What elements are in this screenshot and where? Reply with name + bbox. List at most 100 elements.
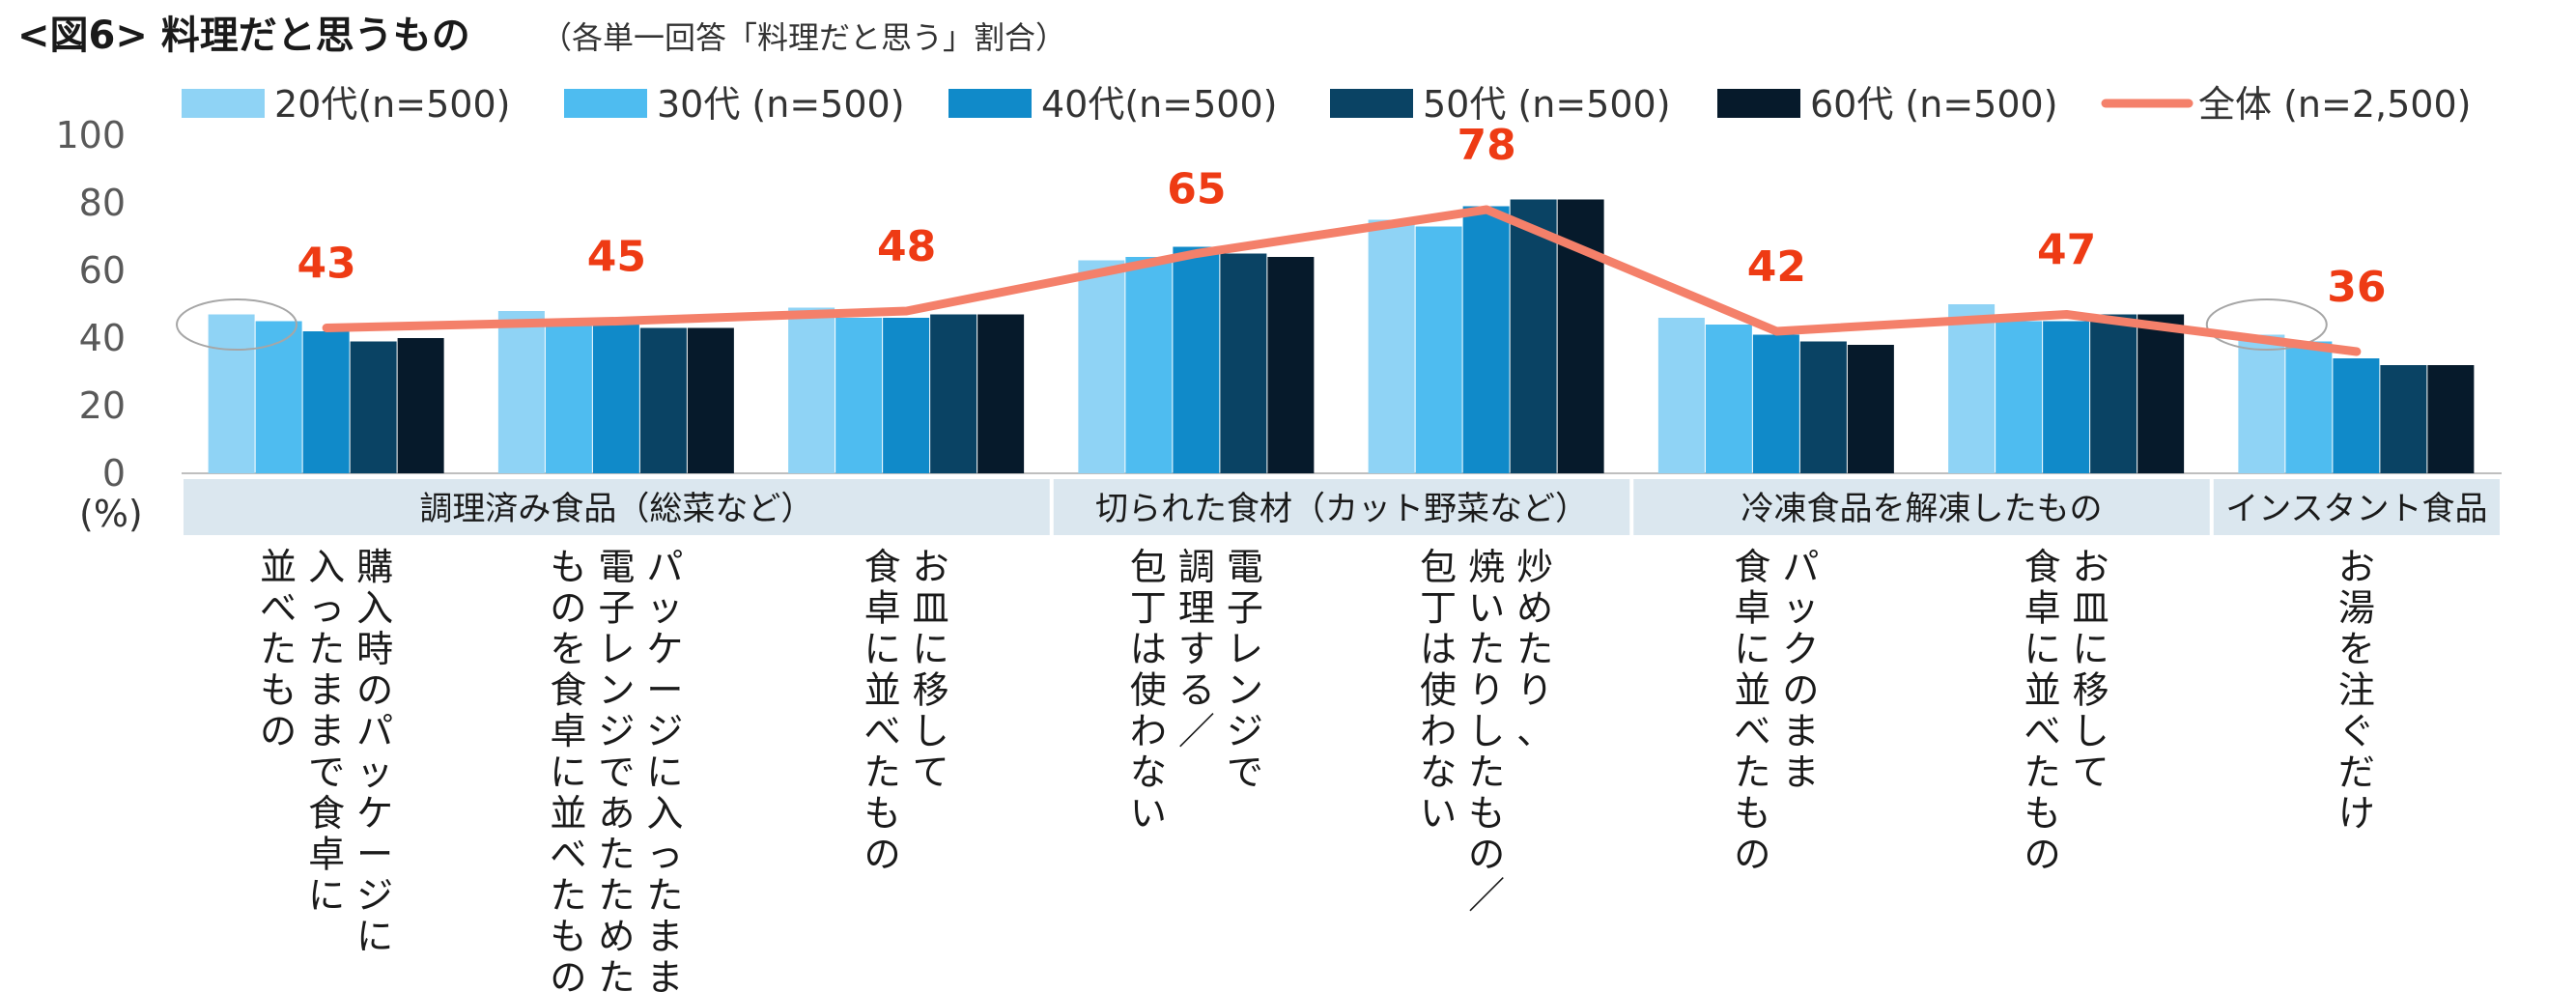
category-label-column: 入ったままで食卓に — [308, 546, 345, 917]
bar — [208, 314, 255, 473]
bar — [545, 325, 592, 473]
bar — [1173, 246, 1220, 473]
bar — [1078, 260, 1125, 473]
bar — [2090, 314, 2137, 473]
legend-swatch — [1717, 89, 1800, 118]
total-data-label: 48 — [877, 222, 936, 271]
bar — [687, 327, 734, 473]
bar — [1948, 304, 1996, 473]
highlight-ellipse — [2205, 298, 2328, 351]
total-data-label: 65 — [1167, 165, 1226, 214]
category-label-column: 並べたもの — [260, 546, 297, 752]
legend-label: 20代(n=500) — [274, 83, 510, 126]
bar — [2137, 314, 2185, 473]
category-label-column: 食卓に並べたもの — [864, 546, 901, 876]
bar — [2427, 365, 2475, 473]
total-line: 43 45 48 65 78 42 47 36 — [297, 121, 2386, 356]
bar — [1752, 334, 1799, 473]
bar — [883, 318, 930, 473]
legend-swatch — [182, 89, 265, 118]
highlight-ellipses — [176, 298, 2328, 351]
category-label-column: 包丁は使わない — [1420, 546, 1457, 835]
legend-label: 30代 (n=500) — [657, 83, 905, 126]
bar — [1125, 257, 1173, 473]
group-band — [184, 479, 1050, 535]
legend-swatch — [948, 89, 1032, 118]
bar — [2333, 358, 2380, 473]
bar — [1267, 257, 1315, 473]
bar — [2380, 365, 2427, 473]
bar — [639, 327, 687, 473]
y-tick-label: 60 — [79, 249, 126, 292]
bar — [1799, 341, 1847, 473]
category-label-column: お湯を注ぐだけ — [2338, 546, 2375, 835]
category-label-column: 食卓に並べたもの — [2024, 546, 2061, 876]
group-label: 切られた食材（カット野菜など） — [1095, 490, 1588, 528]
legend-label: 40代(n=500) — [1041, 83, 1277, 126]
category-labels: 購入時のパッケージに入ったままで食卓に並べたものパッケージに入ったまま、電子レン… — [260, 546, 2375, 992]
group-label: 調理済み食品（総菜など） — [419, 490, 813, 528]
bar — [397, 338, 444, 473]
legend-swatch — [1330, 89, 1413, 118]
total-data-label: 78 — [1458, 121, 1516, 170]
y-tick-label: 0 — [102, 452, 126, 495]
group-label: 冷凍食品を解凍したもの — [1741, 490, 2103, 528]
category-label-column: ものを食卓に並べたもの — [550, 546, 586, 992]
category-label-column: パッケージに入ったまま、 — [646, 546, 683, 992]
legend-label: 全体 (n=2,500) — [2198, 83, 2471, 126]
bar — [1220, 253, 1267, 473]
category-label-column: お皿に移して — [2073, 546, 2109, 794]
bar — [2285, 341, 2333, 473]
total-data-label: 45 — [587, 233, 646, 282]
category-label-column: 焼いたりしたもの／ — [1468, 546, 1505, 917]
total-data-label: 36 — [2327, 263, 2386, 312]
category-label-column: 包丁は使わない — [1130, 546, 1167, 835]
bars — [208, 199, 2475, 473]
category-label-column: お皿に移して — [913, 546, 949, 794]
group-label: インスタント食品 — [2225, 490, 2487, 528]
highlight-ellipse — [176, 298, 298, 351]
total-series-line — [322, 205, 2362, 356]
category-label-column: パックのまま — [1782, 546, 1819, 794]
bar — [255, 321, 302, 473]
bar — [350, 341, 397, 473]
bar — [835, 318, 883, 473]
category-label-column: 電子レンジで — [1227, 546, 1263, 794]
legend-label: 50代 (n=500) — [1423, 83, 1671, 126]
bar — [302, 331, 350, 473]
group-band — [1633, 479, 2210, 535]
bar — [1510, 199, 1557, 473]
y-tick-label: 80 — [79, 182, 126, 224]
axes: 0 20 40 60 80 100 — [55, 114, 2502, 495]
total-data-label: 43 — [297, 240, 356, 289]
category-label-column: 電子レンジであたためた — [598, 546, 635, 992]
bar — [1657, 318, 1705, 473]
category-label-column: 炒めたり、 — [1516, 546, 1553, 752]
y-tick-label: 40 — [79, 317, 126, 359]
legend-label: 60代 (n=500) — [1810, 83, 2058, 126]
y-axis-unit: (%) — [79, 493, 143, 535]
bar — [2238, 334, 2285, 473]
category-label-column: 食卓に並べたもの — [1734, 546, 1770, 876]
category-label-column: 購入時のパッケージに — [356, 546, 393, 958]
bar — [1847, 345, 1894, 473]
bar — [1996, 321, 2043, 473]
bar — [497, 311, 545, 473]
bar — [1705, 325, 1752, 473]
group-band — [1053, 479, 1630, 535]
legend-swatch — [564, 89, 647, 118]
bar — [2043, 321, 2090, 473]
total-data-label: 42 — [1747, 242, 1806, 292]
total-data-label: 47 — [2037, 226, 2096, 275]
bar — [788, 307, 835, 473]
chart-title: <図6> 料理だと思うもの — [17, 14, 470, 58]
legend: 20代(n=500) 30代 (n=500) 40代(n=500) 50代 (n=50… — [182, 83, 2471, 126]
bar — [1368, 219, 1415, 473]
category-groups: 調理済み食品（総菜など） 切られた食材（カット野菜など） 冷凍食品を解凍したもの イン… — [184, 479, 2500, 535]
group-band — [2213, 479, 2500, 535]
bar — [1462, 206, 1510, 473]
bar — [977, 314, 1025, 473]
category-label-column: 調理する／ — [1178, 546, 1215, 752]
bar — [592, 325, 639, 473]
